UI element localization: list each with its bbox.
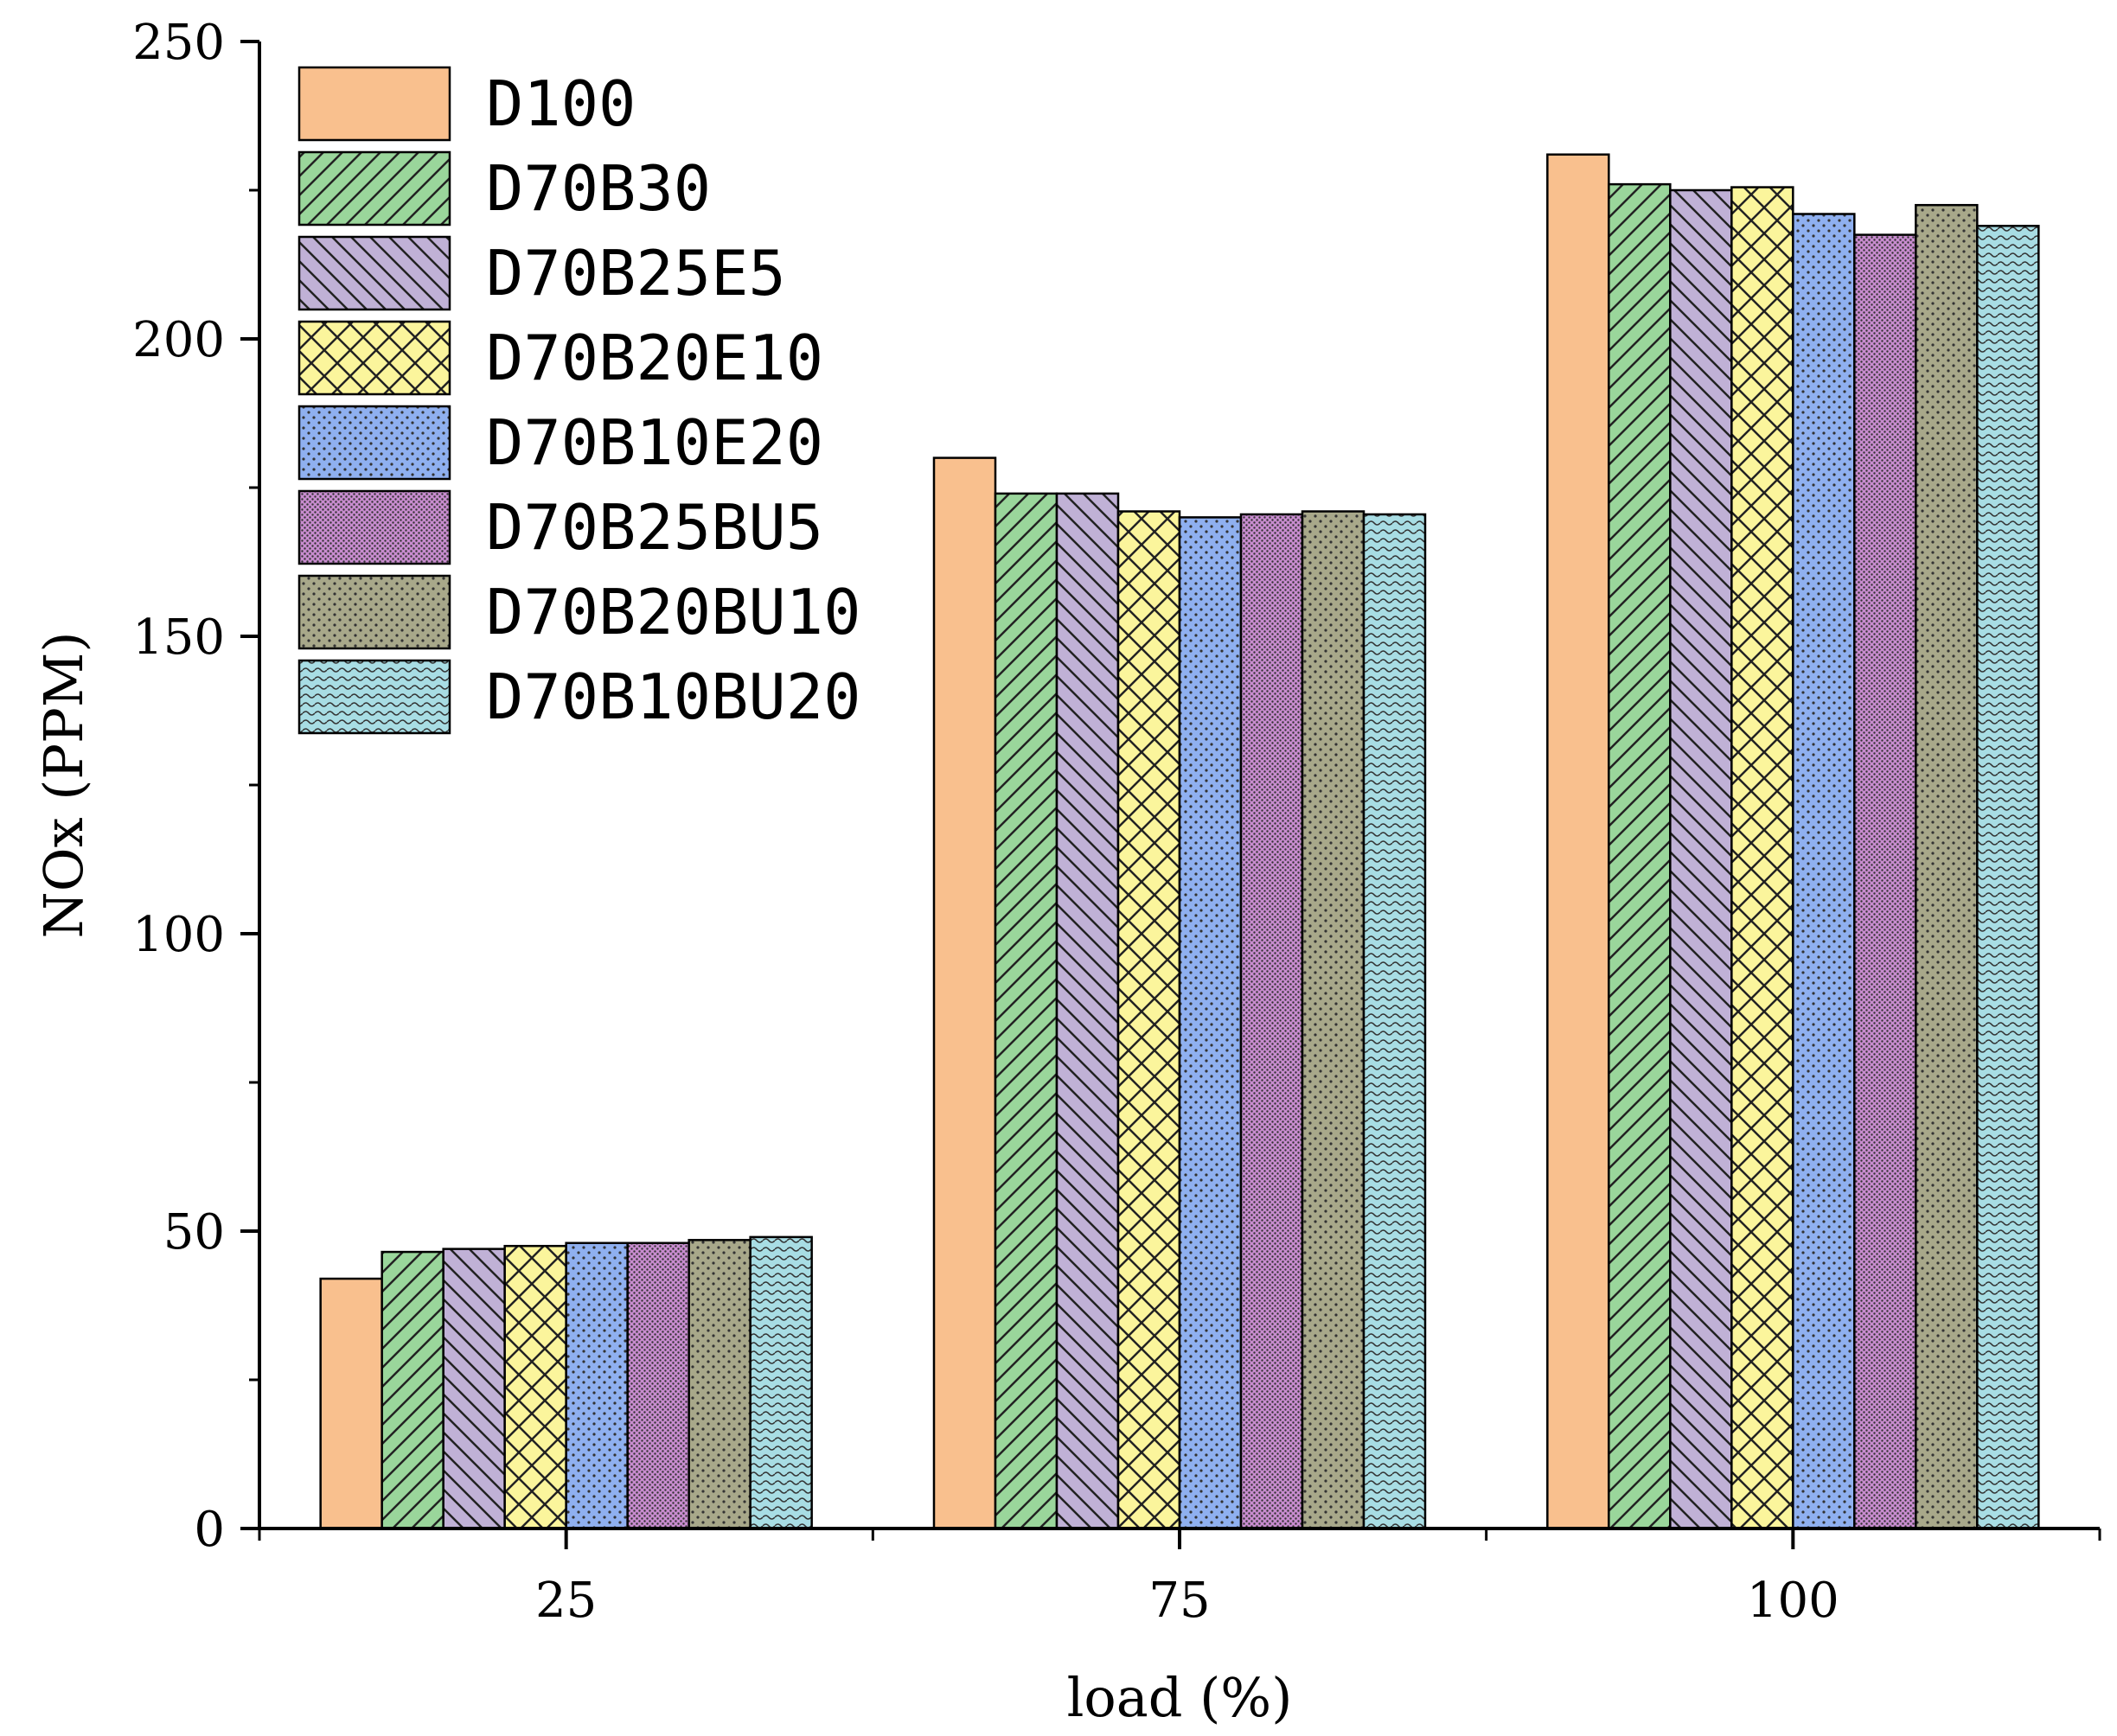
legend: D100 D70B30 D70B25E5 D70B20E10 D70B10E20 D70B… [297,66,860,735]
bar-pattern [1241,514,1302,1529]
x-ticks: 25 75 100 [258,1529,2101,1629]
legend-swatch-outline [297,489,451,565]
bar-pattern [1731,187,1794,1529]
legend-swatch-pattern [299,661,450,733]
y-ticks: 0 50 100 150 200 250 [132,15,259,1558]
legend-swatch-pattern [299,322,450,394]
bar-pattern [1854,234,1916,1529]
y-tick-label: 100 [132,907,225,963]
bar-pattern [381,1252,444,1529]
legend-swatch-pattern [299,576,450,648]
bar-pattern [1180,517,1241,1529]
y-tick-label: 200 [132,312,225,368]
bar-pattern [443,1248,505,1529]
legend-label: D70B20E10 [486,322,823,394]
legend-swatch-pattern [299,237,450,310]
y-tick-label: 0 [194,1502,225,1558]
bar-pattern [688,1240,751,1529]
bar-pattern [1670,190,1732,1529]
bar-D100-75 [934,457,995,1529]
y-tick-label: 150 [132,610,225,666]
legend-swatch [299,67,450,140]
bar-pattern [1793,214,1855,1529]
x-tick-label: 25 [535,1573,597,1629]
legend-label: D70B25E5 [486,237,786,310]
bar-D100-25 [320,1279,382,1529]
bar-pattern [1302,511,1364,1529]
legend-swatch-outline [297,235,451,311]
bar-pattern [1118,511,1180,1529]
legend-swatch-outline [297,405,451,481]
bar-pattern [504,1246,566,1529]
bar-pattern [1057,493,1118,1529]
y-axis-title: NOx (PPM) [32,631,95,938]
legend-swatch-outline [297,66,451,142]
bar-pattern [566,1242,628,1529]
legend-swatch-pattern [299,406,450,479]
legend-swatch-outline [297,150,451,227]
bar-pattern [995,493,1057,1529]
legend-swatch-outline [297,574,451,650]
legend-label: D70B10BU20 [486,661,860,733]
bar-pattern [1916,205,1978,1529]
bar-D100-100 [1547,154,1609,1529]
bars-layer [319,153,2040,1530]
bar-pattern [1609,184,1671,1529]
legend-label: D70B30 [486,152,711,225]
legend-label: D70B25BU5 [486,491,823,564]
bar-pattern [750,1236,812,1529]
bar-pattern [1364,514,1425,1529]
bar-pattern [1977,226,2039,1529]
x-axis-title: load (%) [1067,1666,1293,1729]
legend-label: D70B20BU10 [486,576,860,648]
bar-pattern [627,1242,689,1529]
y-tick-label: 50 [163,1204,225,1261]
x-tick-label: 100 [1747,1573,1839,1629]
x-tick-label: 75 [1148,1573,1210,1629]
legend-label: D100 [486,67,636,140]
legend-swatch-pattern [299,491,450,564]
y-tick-label: 250 [132,15,225,71]
legend-swatch-outline [297,320,451,396]
legend-swatch-outline [297,659,451,735]
legend-label: D70B10E20 [486,406,823,479]
legend-swatch-pattern [299,152,450,225]
